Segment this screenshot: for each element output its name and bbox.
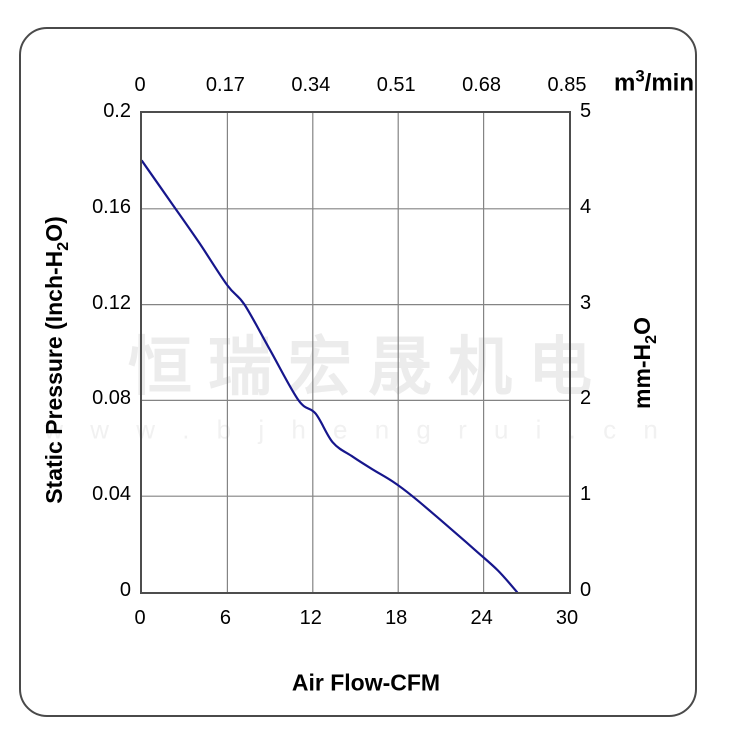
x-top-tick-label: 0 — [134, 74, 146, 96]
gridlines — [142, 113, 569, 592]
y-left-title-rest: O) — [41, 216, 68, 242]
curve-canvas — [142, 113, 569, 592]
y-right-axis-title: mm-H2O — [629, 317, 661, 409]
x-top-tick-label: 0.68 — [462, 74, 502, 96]
x-bottom-tick-label: 6 — [219, 607, 231, 629]
y-right-title-rest: O — [629, 316, 656, 335]
y-right-tick-label: 5 — [580, 100, 592, 122]
y-left-axis-title: Static Pressure (Inch-H2O) — [41, 216, 73, 504]
pressure-curve — [142, 159, 519, 592]
watermark-text: 恒瑞宏晟机电 — [128, 331, 608, 403]
y-right-tick-label: 3 — [580, 291, 592, 314]
top-unit-rest: /min — [644, 69, 695, 97]
x-axis-title: Air Flow-CFM — [291, 669, 441, 696]
y-left-tick-label: 0.2 — [103, 100, 131, 122]
rounded-chart-border — [19, 27, 697, 717]
x-bottom-tick-label: 24 — [470, 607, 493, 629]
y-right-tick-label: 2 — [580, 387, 592, 410]
y-left-title-text: Static Pressure (Inch-H — [41, 250, 68, 504]
y-right-tick-label: 4 — [580, 195, 592, 218]
x-bottom-tick-label: 0 — [134, 607, 146, 629]
y-right-title-subscript: 2 — [641, 334, 660, 344]
y-right-tick-label: 0 — [580, 579, 592, 601]
y-left-tick-label: 0.08 — [92, 387, 131, 410]
top-unit-base: m — [613, 69, 636, 97]
x-bottom-tick-label: 18 — [385, 607, 408, 629]
watermark-url: w w w . b j h e n g r u i . c n — [44, 414, 668, 445]
top-unit-superscript: 3 — [635, 66, 645, 86]
y-left-tick-label: 0.12 — [92, 291, 131, 314]
y-left-tick-label: 0 — [119, 579, 131, 601]
x-top-tick-label: 0.17 — [205, 74, 245, 96]
x-bottom-tick-label: 12 — [299, 607, 322, 629]
y-left-tick-label: 0.16 — [92, 195, 131, 218]
top-axis-unit: m3/min — [614, 67, 694, 98]
y-right-tick-label: 1 — [580, 483, 592, 506]
y-right-title-text: mm-H — [629, 343, 656, 410]
x-top-tick-label: 0.34 — [291, 74, 331, 96]
y-left-title-subscript: 2 — [53, 241, 72, 251]
x-top-tick-label: 0.85 — [547, 74, 587, 96]
x-bottom-tick-label: 30 — [555, 607, 579, 629]
y-left-tick-label: 0.04 — [92, 483, 131, 506]
plot-area — [140, 111, 571, 594]
x-top-tick-label: 0.51 — [376, 74, 416, 96]
